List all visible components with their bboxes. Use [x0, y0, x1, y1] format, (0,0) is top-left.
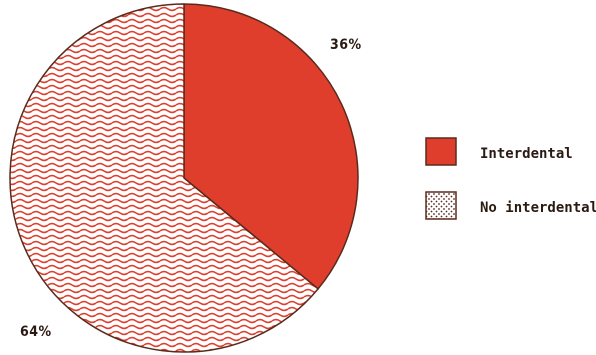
legend-label-no-interdental: No interdental: [480, 200, 596, 216]
pie-slices: [9, 3, 359, 353]
pie-slice-no-interdental: [9, 3, 319, 353]
legend-swatch-no-interdental: [425, 191, 457, 220]
slice-label-no-interdental: 64%: [20, 324, 52, 340]
legend-item-interdental: Interdental: [425, 137, 573, 166]
legend-item-no-interdental: No interdental: [425, 191, 596, 220]
legend-swatch-interdental: [425, 137, 457, 166]
legend-label-interdental: Interdental: [480, 146, 573, 162]
pie-slice-interdental: [183, 3, 359, 290]
legend: Interdental No interdental: [425, 137, 596, 220]
slice-label-interdental: 36%: [330, 37, 362, 53]
